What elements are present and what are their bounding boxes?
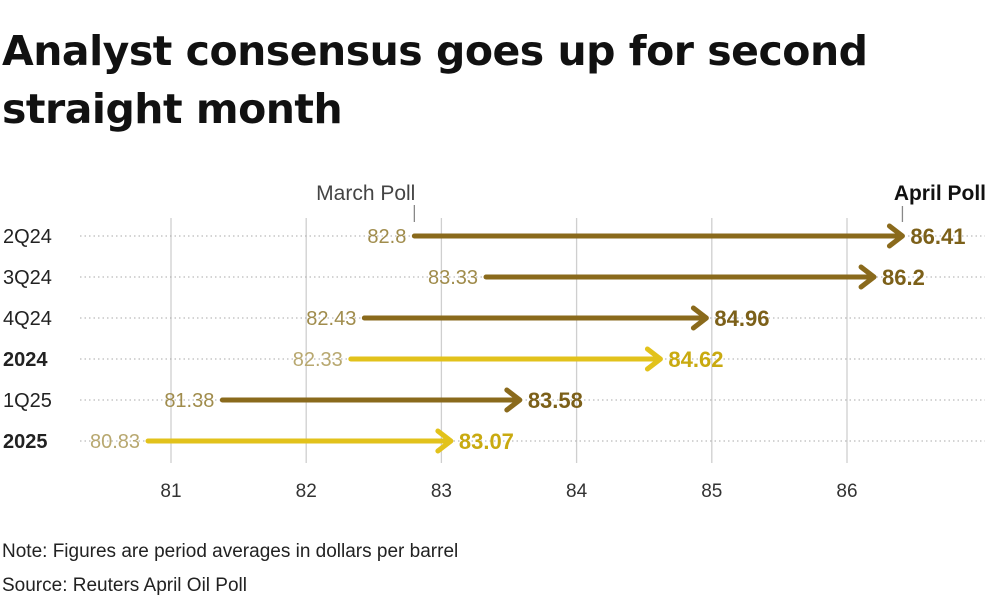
x-tick-label: 85 — [701, 481, 722, 502]
row-label: 2024 — [3, 349, 48, 371]
x-axis-ticks: 81 82 83 84 85 86 — [160, 481, 857, 502]
row-labels: 2Q24 3Q24 4Q24 2024 1Q25 2025 — [3, 226, 52, 453]
april-value-label: 84.62 — [668, 347, 723, 372]
arrow-head — [435, 428, 454, 454]
march-value-label: 82.8 — [367, 226, 406, 248]
april-value-label: 83.07 — [459, 429, 514, 454]
chart-note: Note: Figures are period averages in dol… — [2, 541, 459, 562]
x-tick-label: 86 — [836, 481, 857, 502]
arrows — [145, 223, 905, 454]
row-label: 1Q25 — [3, 390, 52, 412]
chart-title: Analyst consensus goes up for second str… — [2, 27, 868, 133]
poll-annotations: March Poll April Poll — [316, 182, 986, 222]
x-tick-label: 83 — [431, 481, 452, 502]
arrow-head — [644, 346, 663, 372]
april-poll-label: April Poll — [894, 182, 986, 205]
april-value-label: 86.2 — [882, 265, 925, 290]
april-value-label: 84.96 — [714, 306, 769, 331]
march-value-label: 80.83 — [90, 431, 140, 453]
chart-source: Source: Reuters April Oil Poll — [2, 575, 247, 596]
value-labels: 82.8 86.41 83.33 86.2 82.43 84.96 82.33 84.62 81… — [90, 224, 966, 454]
april-value-label: 83.58 — [528, 388, 583, 413]
x-tick-label: 84 — [566, 481, 588, 502]
arrow-head — [858, 264, 877, 290]
row-label: 3Q24 — [3, 267, 52, 289]
march-value-label: 82.43 — [306, 308, 356, 330]
x-tick-label: 82 — [296, 481, 317, 502]
march-value-label: 82.33 — [293, 349, 343, 371]
march-poll-label: March Poll — [316, 182, 415, 205]
arrow-head — [886, 223, 905, 249]
row-label: 2Q24 — [3, 226, 52, 248]
gridlines — [170, 218, 848, 463]
x-tick-label: 81 — [160, 481, 181, 502]
april-value-label: 86.41 — [910, 224, 965, 249]
march-value-label: 81.38 — [164, 390, 214, 412]
arrow-head — [504, 387, 523, 413]
row-label: 2025 — [3, 431, 48, 453]
march-value-label: 83.33 — [428, 267, 478, 289]
arrow-head — [690, 305, 709, 331]
row-label: 4Q24 — [3, 308, 52, 330]
